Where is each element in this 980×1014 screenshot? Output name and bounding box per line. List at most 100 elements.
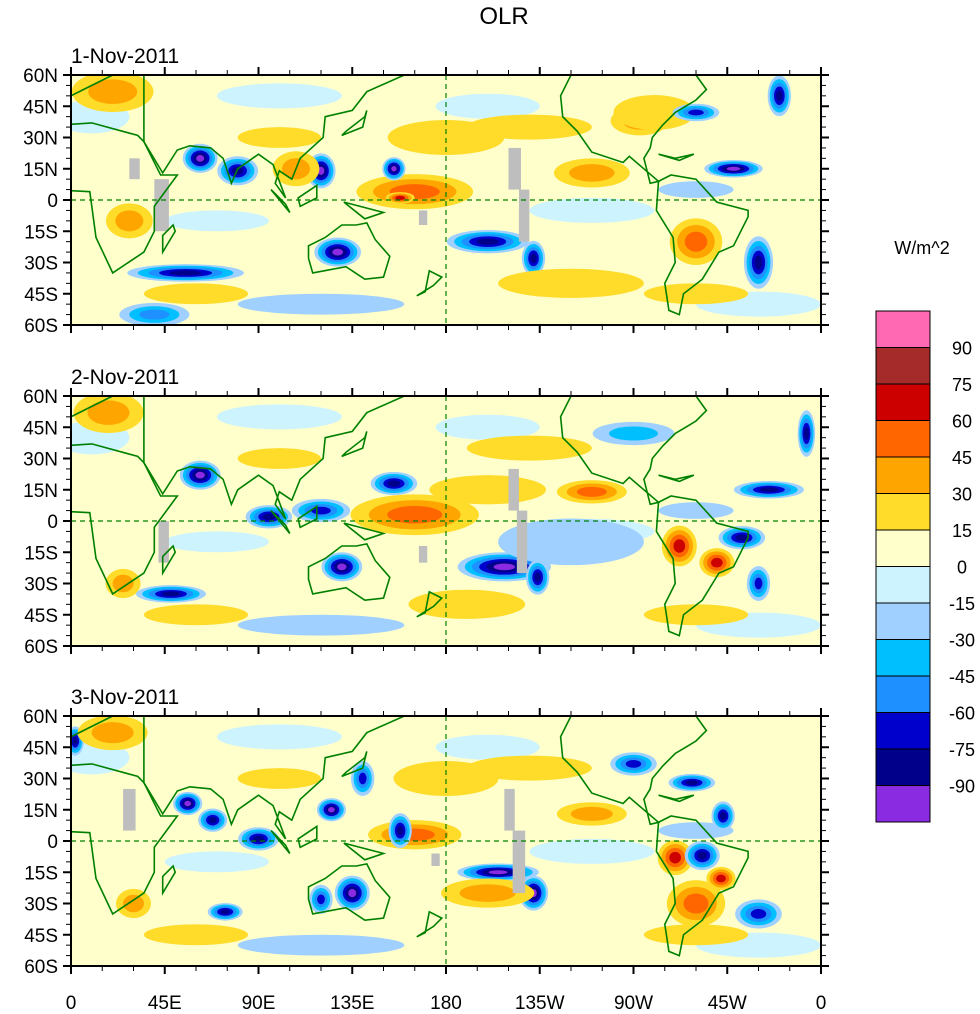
anomaly-feature [592,421,675,446]
anomaly-feature [498,518,644,566]
field-patch [529,838,655,864]
field-patch [237,293,405,315]
contour-level [735,534,749,541]
field-patch [164,851,269,873]
field-patch [643,604,749,626]
anomaly-feature [666,880,726,927]
anomaly-feature [553,158,630,188]
anomaly-feature [767,75,791,117]
contour-level [220,909,230,915]
coastline-caribbean [658,474,695,483]
anomaly-feature [382,157,406,181]
coastline-asia [143,75,447,199]
field-patch [216,83,342,109]
y-tick-label: 60N [23,66,58,87]
contour-level [688,109,704,116]
anomaly-feature [207,903,243,921]
missing-data [418,546,428,563]
anomaly-feature [356,174,474,210]
coastline-borneo [297,824,318,849]
anomaly-feature [105,203,153,239]
x-tick-label: 180 [430,993,462,1014]
y-tick-label: 30S [24,254,58,275]
y-tick-label: 30N [23,770,58,791]
anomaly-feature [127,264,244,282]
x-tick-label: 135W [515,993,565,1014]
y-tick-label: 15N [23,801,58,822]
contour-level [625,760,642,768]
coastline-new-guinea [343,522,387,541]
contour-level [459,884,516,902]
x-tick-label: 90E [242,993,276,1014]
anomaly-feature [119,302,190,325]
anomaly-feature [735,899,782,929]
colorbar-bin [875,420,931,458]
coastline-africa [71,122,179,275]
y-tick-label: 15N [23,481,58,502]
contour-level [754,255,763,270]
anomaly-feature [385,192,415,204]
anomaly-feature [797,410,816,457]
anomaly-feature [387,120,505,155]
field-patch [164,531,269,553]
field-patch [237,768,321,789]
anomaly-feature [668,773,716,792]
contour-level [613,95,696,130]
x-tick-label: 45W [708,993,747,1014]
contour-level [476,238,499,245]
anomaly-feature [706,866,736,891]
anomaly-feature [669,218,723,265]
x-tick-label: 45E [148,993,182,1014]
coastline-sumatra [270,189,291,214]
contour-level [395,195,406,200]
field-patch [216,724,342,750]
colorbar-label: 45 [952,448,972,468]
anomaly-feature [316,798,346,822]
anomaly-feature [314,237,361,267]
contour-level [393,761,499,796]
panels: 60N 45N 30N 15N 0 15S 30S 45S 60S 1-Nov-2011 60N 45… [23,45,829,1014]
anomaly-feature [350,494,479,536]
y-tick-label: 15S [24,543,58,564]
y-tick-label: 45N [23,97,58,118]
field-patch [237,614,405,636]
olr-field [71,75,821,325]
contour-level [534,572,541,583]
field-patch [143,283,249,305]
panel-title: 3-Nov-2011 [71,686,179,709]
anomaly-feature [238,827,279,851]
contour-level [208,816,217,824]
y-tick-label: 0 [47,191,58,212]
coastline-north-america [559,396,708,506]
contour-level [387,506,443,524]
coastline-madagascar [161,864,177,896]
colorbar-bin [875,347,931,385]
colorbar-bin [875,675,931,713]
y-tick-label: 0 [47,512,58,533]
y-tick-label: 0 [47,832,58,853]
contour-level [328,807,335,813]
field-patch [237,448,321,469]
coastline-north-america [559,716,708,826]
contour-level [391,166,397,172]
colorbar-label: 15 [952,521,972,541]
contour-level [161,591,181,597]
colorbar-label: 0 [957,558,967,578]
coastline-new-zealand [416,910,444,938]
anomaly-feature [610,752,657,776]
contour-level [337,563,347,571]
contour-level [169,270,202,276]
missing-data [418,210,428,225]
panel-title: 2-Nov-2011 [71,366,179,389]
anomaly-feature [711,801,735,831]
anomaly-feature [368,820,462,850]
anomaly-feature [393,761,499,796]
olr-field [71,396,821,646]
colorbar-label: -90 [949,777,975,797]
field-patch [216,404,342,430]
anomaly-feature [556,802,627,826]
coastline-south-america [655,815,749,957]
y-tick-label: 30N [23,129,58,150]
y-tick-label: 60S [24,957,58,978]
coastline-caribbean [658,153,695,162]
